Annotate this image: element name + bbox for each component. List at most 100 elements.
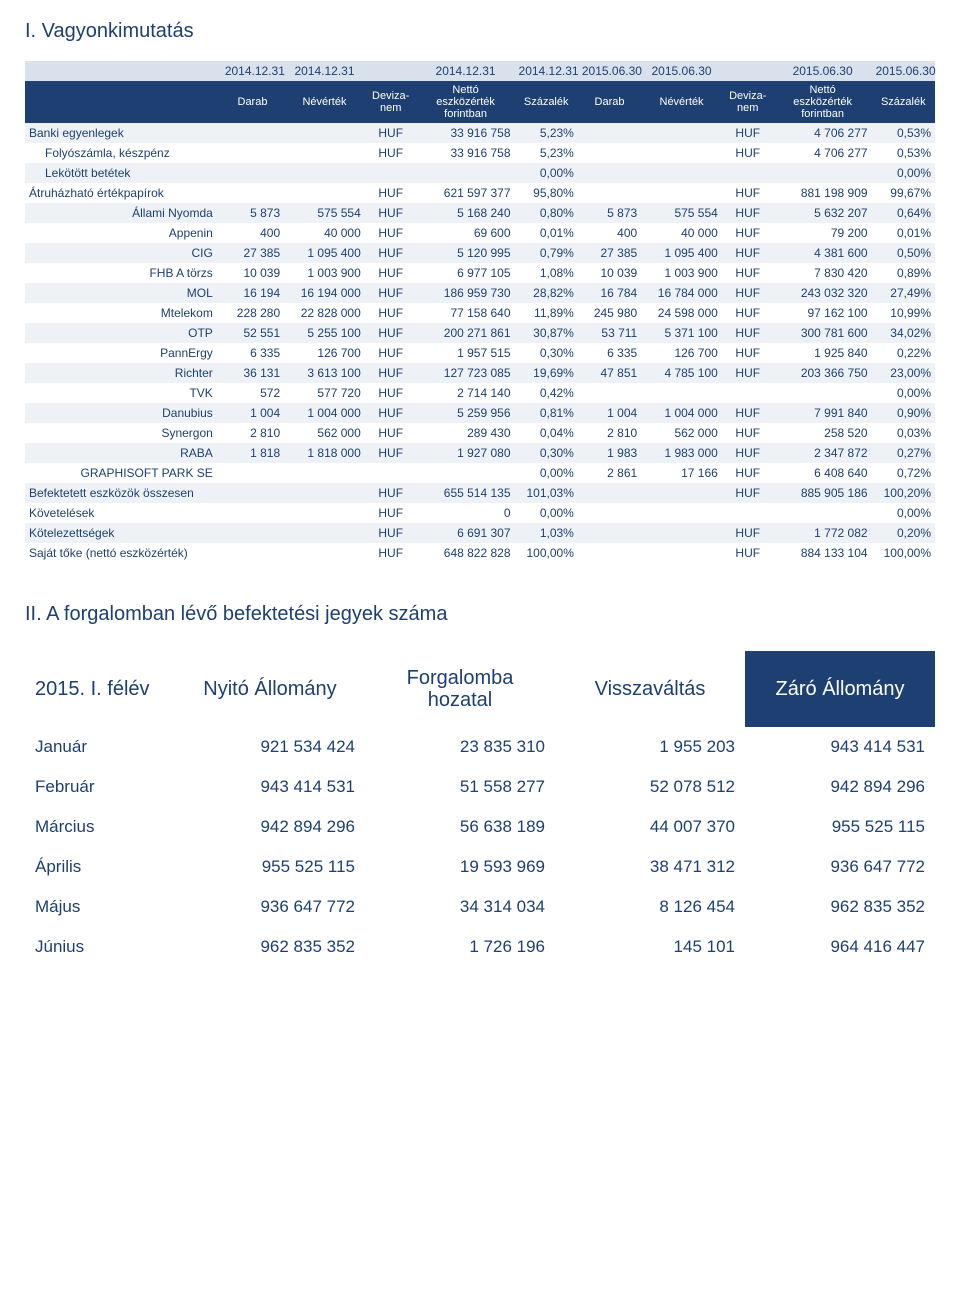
table-row: Befektetett eszközök összesenHUF655 514 …	[25, 483, 935, 503]
cell	[722, 383, 774, 403]
cell	[641, 503, 722, 523]
cell: 4 785 100	[641, 363, 722, 383]
value-cell: 1 726 196	[365, 927, 555, 967]
cell: HUF	[722, 523, 774, 543]
cell	[284, 123, 365, 143]
cell: 1 003 900	[284, 263, 365, 283]
col-label: Nettóeszközértékforintban	[774, 81, 872, 123]
cell: 0,89%	[872, 263, 935, 283]
cell	[641, 543, 722, 563]
cell	[221, 543, 284, 563]
table-row: RABA1 8181 818 000HUF1 927 0800,30%1 983…	[25, 443, 935, 463]
cell: 23,00%	[872, 363, 935, 383]
cell: HUF	[365, 303, 417, 323]
value-cell: 936 647 772	[745, 847, 935, 887]
cell: 3 613 100	[284, 363, 365, 383]
table-row: Mtelekom228 28022 828 000HUF77 158 64011…	[25, 303, 935, 323]
cell: 34,02%	[872, 323, 935, 343]
row-name: RABA	[25, 443, 221, 463]
value-cell: 145 101	[555, 927, 745, 967]
cell: 577 720	[284, 383, 365, 403]
cell: HUF	[722, 283, 774, 303]
cell: HUF	[365, 523, 417, 543]
value-cell: 955 525 115	[175, 847, 365, 887]
cell: 243 032 320	[774, 283, 872, 303]
cell: 5 873	[578, 203, 641, 223]
cell: 2 347 872	[774, 443, 872, 463]
cell: HUF	[365, 223, 417, 243]
month-row: Március942 894 29656 638 18944 007 37095…	[25, 807, 935, 847]
row-name: Danubius	[25, 403, 221, 423]
col-label: Nettóeszközértékforintban	[417, 81, 515, 123]
cell: 0,42%	[515, 383, 578, 403]
cell: HUF	[365, 143, 417, 163]
cell: 0,90%	[872, 403, 935, 423]
row-name: Átruházható értékpapírok	[25, 183, 221, 203]
cell: HUF	[365, 283, 417, 303]
cell: 4 706 277	[774, 123, 872, 143]
value-cell: 964 416 447	[745, 927, 935, 967]
cell: HUF	[365, 503, 417, 523]
col-label: Deviza-nem	[722, 81, 774, 123]
cell	[284, 483, 365, 503]
cell: 6 408 640	[774, 463, 872, 483]
cell: 0,64%	[872, 203, 935, 223]
cell: 1 983 000	[641, 443, 722, 463]
cell: HUF	[365, 543, 417, 563]
table-row: FHB A törzs10 0391 003 900HUF6 977 1051,…	[25, 263, 935, 283]
cell: 0,22%	[872, 343, 935, 363]
row-name: Mtelekom	[25, 303, 221, 323]
cell: 5 371 100	[641, 323, 722, 343]
cell	[221, 483, 284, 503]
cell: HUF	[365, 483, 417, 503]
cell: 289 430	[417, 423, 515, 443]
date-header: 2014.12.31	[515, 61, 578, 81]
cell: 5,23%	[515, 143, 578, 163]
month-name: Március	[25, 807, 175, 847]
table-row: TVK572577 720HUF2 714 1400,42%0,00%	[25, 383, 935, 403]
col-close: Záró Állomány	[745, 651, 935, 727]
table-row: Appenin40040 000HUF69 6000,01%40040 000H…	[25, 223, 935, 243]
cell: 2 810	[221, 423, 284, 443]
cell: 1 095 400	[641, 243, 722, 263]
cell	[284, 523, 365, 543]
cell: 5 632 207	[774, 203, 872, 223]
cell: HUF	[722, 243, 774, 263]
value-cell: 943 414 531	[175, 767, 365, 807]
cell: 562 000	[641, 423, 722, 443]
value-cell: 23 835 310	[365, 727, 555, 767]
cell: HUF	[722, 223, 774, 243]
table-row: Saját tőke (nettó eszközérték)HUF648 822…	[25, 543, 935, 563]
cell	[641, 143, 722, 163]
table-row: PannErgy6 335126 700HUF1 957 5150,30%6 3…	[25, 343, 935, 363]
cell: 69 600	[417, 223, 515, 243]
cell	[284, 463, 365, 483]
cell: 203 366 750	[774, 363, 872, 383]
cell: HUF	[365, 323, 417, 343]
cell: 6 335	[578, 343, 641, 363]
cell: 7 991 840	[774, 403, 872, 423]
value-cell: 19 593 969	[365, 847, 555, 887]
cell	[722, 163, 774, 183]
cell: 1 004	[221, 403, 284, 423]
col-label: Névérték	[284, 81, 365, 123]
table-row: Lekötött betétek0,00%0,00%	[25, 163, 935, 183]
table-header: 2014.12.312014.12.312014.12.312014.12.31…	[25, 61, 935, 123]
row-name: FHB A törzs	[25, 263, 221, 283]
cell: 1,08%	[515, 263, 578, 283]
table-row: MOL16 19416 194 000HUF186 959 73028,82%1…	[25, 283, 935, 303]
value-cell: 52 078 512	[555, 767, 745, 807]
cell: 1 004 000	[641, 403, 722, 423]
cell: 1 004 000	[284, 403, 365, 423]
cell: 1,03%	[515, 523, 578, 543]
cell	[578, 383, 641, 403]
cell: HUF	[722, 183, 774, 203]
cell: 575 554	[284, 203, 365, 223]
cell: 5,23%	[515, 123, 578, 143]
month-row: Június962 835 3521 726 196145 101964 416…	[25, 927, 935, 967]
month-row: Február943 414 53151 558 27752 078 51294…	[25, 767, 935, 807]
cell: 79 200	[774, 223, 872, 243]
cell: HUF	[365, 403, 417, 423]
cell: 10,99%	[872, 303, 935, 323]
cell: HUF	[722, 483, 774, 503]
